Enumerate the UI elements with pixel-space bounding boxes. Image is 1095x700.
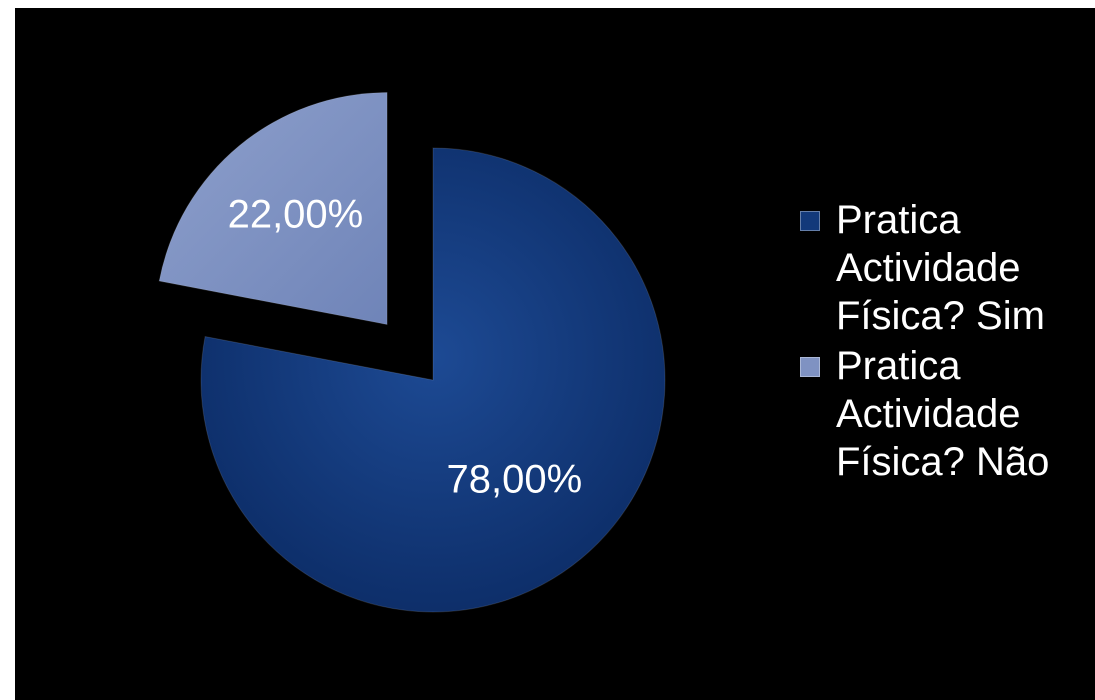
pie-chart: 78,00% 22,00% bbox=[158, 92, 666, 613]
legend-item-sim: Pratica Actividade Física? Sim bbox=[800, 196, 1088, 340]
legend-swatch-sim bbox=[800, 211, 820, 231]
pie-slice-nao bbox=[158, 92, 388, 326]
chart-area: 78,00% 22,00% Pratica Actividade Física? … bbox=[15, 8, 1095, 700]
legend-label-sim: Pratica Actividade Física? Sim bbox=[836, 198, 1045, 338]
legend: Pratica Actividade Física? Sim Pratica A… bbox=[800, 196, 1095, 488]
slice-label-sim: 78,00% bbox=[446, 457, 582, 501]
pie-slice-sim bbox=[200, 147, 666, 613]
legend-swatch-nao bbox=[800, 357, 820, 377]
legend-item-nao: Pratica Actividade Física? Não bbox=[800, 342, 1088, 486]
slice-label-nao: 22,00% bbox=[228, 193, 364, 237]
legend-label-nao: Pratica Actividade Física? Não bbox=[836, 344, 1050, 484]
